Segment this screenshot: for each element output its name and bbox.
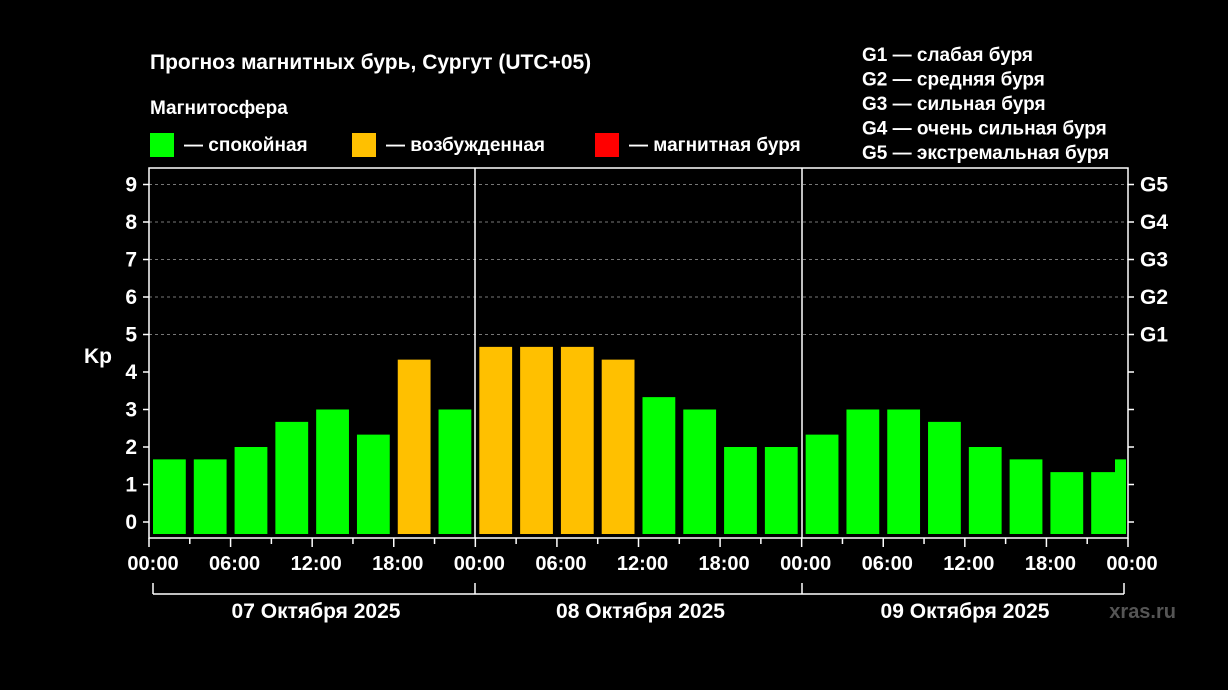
legend-label: — возбужденная — [386, 135, 545, 156]
bar — [560, 346, 594, 534]
x-tick-label: 18:00 — [1025, 553, 1076, 575]
bar — [968, 447, 1002, 534]
storm-level-item: G3 — сильная буря — [862, 94, 1046, 115]
bar — [438, 409, 472, 534]
day-label: 08 Октября 2025 — [556, 600, 725, 623]
day-label: 09 Октября 2025 — [881, 600, 1050, 623]
day-label: 07 Октября 2025 — [232, 600, 401, 623]
x-tick-label: 18:00 — [372, 553, 423, 575]
bar — [846, 409, 880, 534]
g-tick-label: G3 — [1140, 249, 1168, 272]
storm-level-item: G5 — экстремальная буря — [862, 143, 1109, 164]
y-tick-label: 7 — [125, 249, 137, 272]
x-tick-label: 00:00 — [780, 553, 831, 575]
legend-swatch — [150, 133, 174, 157]
x-tick-label: 06:00 — [535, 553, 586, 575]
axes: 0 1 2 3 4 5 6 7 8 9 G1 G2 G3 G4 G5 00:00 06:00 12:00 18:00… — [125, 167, 1168, 623]
storm-level-item: G4 — очень сильная буря — [862, 119, 1107, 140]
bar — [1009, 459, 1043, 534]
legend: — спокойная — возбужденная — магнитная бур… — [150, 133, 801, 157]
bar — [479, 346, 513, 534]
x-tick-label: 12:00 — [943, 553, 994, 575]
x-tick-label: 12:00 — [291, 553, 342, 575]
x-tick-label: 06:00 — [209, 553, 260, 575]
x-tick-label: 18:00 — [699, 553, 750, 575]
bar — [520, 346, 553, 534]
y-tick-label: 0 — [125, 511, 137, 534]
storm-level-legend: G1 — слабая буря G2 — средняя буря G3 — си… — [862, 45, 1109, 164]
x-tick-label: 12:00 — [617, 553, 668, 575]
g-tick-label: G2 — [1140, 286, 1168, 309]
storm-level-item: G1 — слабая буря — [862, 45, 1033, 66]
y-tick-label: 4 — [125, 361, 137, 384]
legend-label: — спокойная — [184, 135, 308, 156]
x-tick-label: 00:00 — [1106, 553, 1157, 575]
y-tick-label: 5 — [125, 324, 137, 347]
bar — [601, 359, 635, 534]
y-tick-label: 3 — [125, 399, 137, 422]
bar — [805, 434, 839, 534]
bars — [153, 346, 1126, 534]
bar — [153, 459, 186, 534]
x-tick-label: 00:00 — [127, 553, 178, 575]
y-axis-label: Kp — [84, 345, 112, 368]
bar — [1115, 459, 1126, 534]
y-tick-label: 9 — [125, 174, 137, 197]
y-tick-label: 1 — [125, 474, 137, 497]
legend-swatch — [595, 133, 619, 157]
grid-lines — [149, 184, 1128, 335]
bar — [275, 421, 309, 534]
y-tick-label: 2 — [125, 436, 137, 459]
bar — [887, 409, 921, 534]
legend-label: — магнитная буря — [629, 135, 801, 156]
bar — [234, 447, 268, 534]
x-tick-label: 06:00 — [862, 553, 913, 575]
g-tick-label: G1 — [1140, 324, 1168, 347]
bar — [356, 434, 390, 534]
y-tick-label: 8 — [125, 211, 137, 234]
chart-subtitle: Магнитосфера — [150, 98, 288, 119]
bar — [316, 409, 349, 534]
watermark: xras.ru — [1109, 601, 1176, 623]
g-tick-label: G4 — [1140, 211, 1168, 234]
bar — [1050, 472, 1084, 534]
bar — [683, 409, 717, 534]
chart-title: Прогноз магнитных бурь, Сургут (UTC+05) — [150, 51, 591, 74]
g-tick-label: G5 — [1140, 174, 1168, 197]
bar — [397, 359, 431, 534]
storm-level-item: G2 — средняя буря — [862, 70, 1045, 91]
bar — [724, 447, 757, 534]
bar — [764, 447, 798, 534]
legend-swatch — [352, 133, 376, 157]
bar — [928, 421, 961, 534]
bar — [193, 459, 227, 534]
x-tick-label: 00:00 — [454, 553, 505, 575]
bar — [642, 397, 676, 534]
y-tick-label: 6 — [125, 286, 137, 309]
